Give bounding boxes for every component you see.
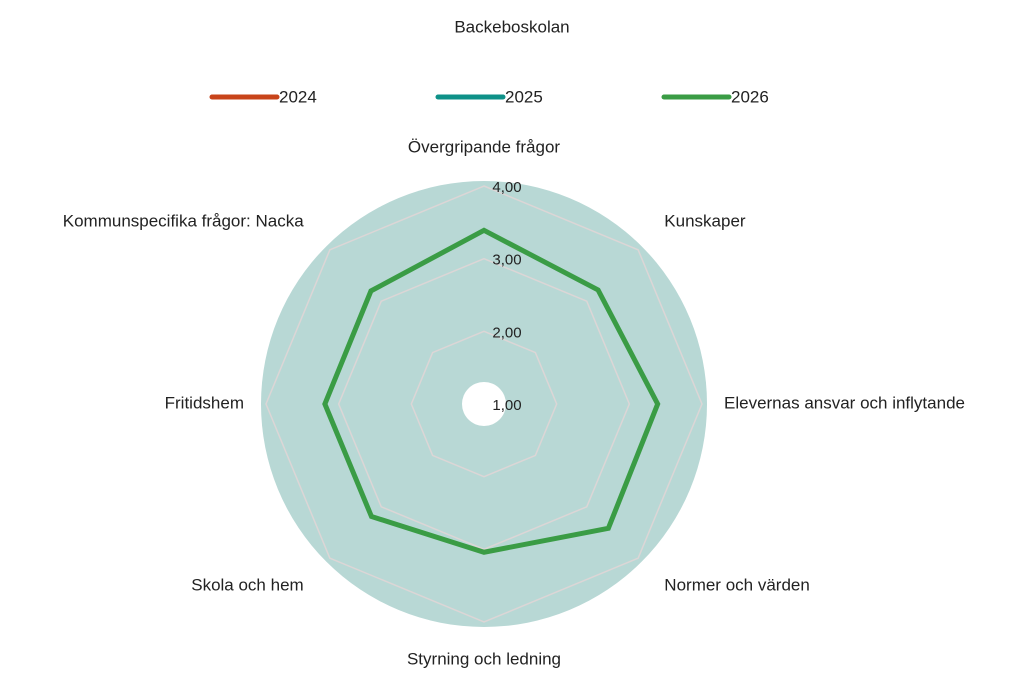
legend-label: 2026	[731, 87, 769, 106]
category-label: Kommunspecifika frågor: Nacka	[63, 211, 304, 230]
y-tick-label: 2,00	[492, 324, 521, 341]
y-tick-label: 1,00	[492, 397, 521, 414]
category-label: Övergripande frågor	[408, 137, 560, 156]
category-label: Skola och hem	[191, 575, 303, 594]
grid-line	[337, 257, 631, 551]
series-line	[322, 227, 661, 555]
category-label: Kunskaper	[664, 211, 746, 230]
center-hole	[462, 382, 506, 426]
category-label: Normer och värden	[664, 575, 810, 594]
category-label: Fritidshem	[165, 393, 244, 412]
category-label: Styrning och ledning	[407, 649, 561, 668]
category-label: Elevernas ansvar och inflytande	[724, 393, 965, 412]
grid-line	[265, 185, 703, 623]
y-tick-label: 3,00	[492, 252, 521, 269]
legend-label: 2025	[505, 87, 543, 106]
grid-line	[410, 330, 558, 478]
chart-title: Backeboskolan	[454, 17, 569, 36]
y-tick-label: 4,00	[492, 179, 521, 196]
legend-label: 2024	[279, 87, 317, 106]
